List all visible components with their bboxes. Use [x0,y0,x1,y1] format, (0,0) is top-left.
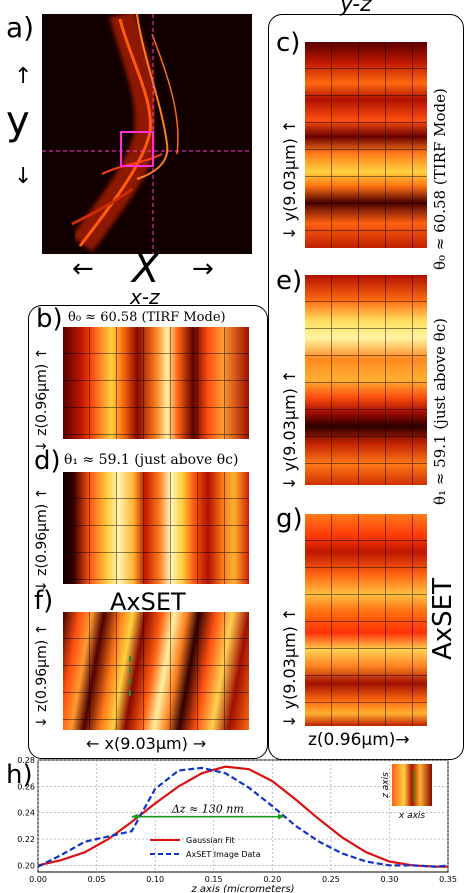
panel-a-y-label: y [6,98,30,144]
panel-a-right-arrow: → [192,254,214,284]
xz-frame [28,305,268,759]
panel-d-grid [63,472,249,584]
panel-a-left-arrow: ← [72,254,94,284]
y-tick-label: 0.26 [17,782,35,791]
panel-g-side-caption: AxSET [428,578,458,660]
panel-e-ylabel: ↓ y(9.03μm) ↑ [280,369,299,490]
panel-e-side-caption: θ₁ ≈ 59.1 (just above θc) [431,318,449,505]
legend-label-0: Gaussian Fit [186,836,235,845]
legend-label-1: AxSET Image Data [186,850,261,859]
x-tick-label: 0.30 [381,875,399,884]
panel-e-image [305,275,427,485]
panel-h-chart: 0.00 0.05 0.10 0.15 0.20 0.25 0.30 0.35 0.20 0.22… [17,756,457,893]
panel-a-cell-svg [42,14,252,254]
panel-b-grid [63,327,249,439]
panel-g-ylabel: ↓ y(9.03μm) ↑ [280,607,299,728]
panel-f-caption: AxSET [110,588,186,616]
panel-f-letter: f) [34,586,54,616]
x-tick-label: 0.35 [439,875,457,884]
x-tick-label: 0.05 [88,875,106,884]
panel-e-letter: e) [276,266,303,296]
panel-d-image [63,472,249,584]
panel-c-letter: c) [276,28,301,58]
x-tick-label: 0.25 [322,875,340,884]
yz-title: y-z [340,0,372,17]
annotation-arrow-head-right [278,813,284,820]
panel-g-letter: g) [276,504,303,534]
panel-f-xlabel: ← x(9.03μm) → [86,734,207,753]
panel-d-caption: θ₁ ≈ 59.1 (just above θc) [64,452,239,468]
panel-f-image [63,612,249,730]
series-line-1 [37,766,449,868]
x-tick-label: 0.15 [205,875,223,884]
panel-c-image [305,42,427,248]
panel-c-side-caption: θ₀ ≈ 60.58 (TIRF Mode) [431,88,449,270]
panel-c-ylabel: ↓ y(9.03μm) ↑ [280,119,299,240]
panel-b-ylabel: ↓ z(0.96μm) ↑ [34,347,50,452]
y-tick-label: 0.22 [17,835,35,844]
inset-y-label: z axis [381,772,391,799]
x-tick-label: 0.00 [29,875,47,884]
annotation-arrow-head-left [131,813,138,820]
inset-x-label: x axis [398,811,426,821]
panel-g-grid [305,514,427,726]
panel-d-letter: d) [34,446,61,476]
x-axis-label: z axis (micrometers) [191,884,295,893]
x-tick-label: 0.20 [263,875,281,884]
y-tick-label: 0.24 [17,809,35,818]
panel-d-ylabel: ↓ z(0.96μm) ↑ [34,487,50,592]
panel-g-image [305,514,427,726]
panel-g-xlabel: z(0.96μm)→ [308,730,410,750]
x-tick-label: 0.10 [146,875,164,884]
panel-a-down-arrow: ↓ [14,164,33,189]
panel-a-letter: a) [6,11,35,44]
y-tick-label: 0.28 [17,756,35,765]
panel-c-grid [305,42,427,248]
panel-f-ylabel: ↓ z(0.96μm) ↑ [34,623,50,728]
panel-e-grid [305,275,427,485]
panel-a-image [42,14,252,254]
panel-b-image [63,327,249,439]
panel-b-caption: θ₀ ≈ 60.58 (TIRF Mode) [68,310,226,325]
panel-a-x-label: X [132,246,160,292]
y-tick-label: 0.20 [17,861,35,870]
annotation-label: Δz ≈ 130 nm [171,803,244,816]
panel-f-green-marker [129,656,133,696]
panel-b-letter: b) [36,304,63,334]
panel-a-up-arrow: ↑ [14,64,33,89]
panel-h-letter: h) [6,760,33,790]
panel-f-grid [63,612,249,730]
series-line-0 [37,765,448,868]
inset-image [392,764,432,806]
